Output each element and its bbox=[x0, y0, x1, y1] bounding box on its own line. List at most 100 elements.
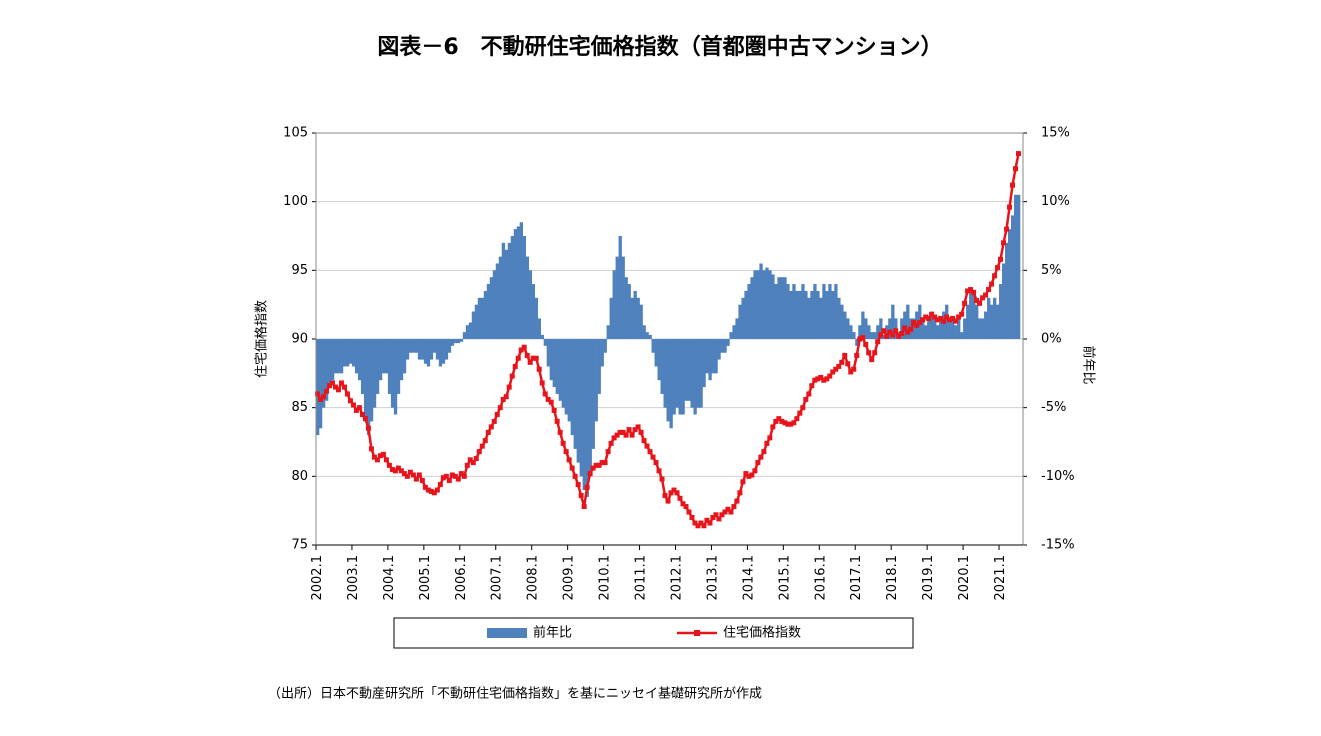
source-note: （出所）日本不動産研究所「不動研住宅価格指数」を基にニッセイ基礎研究所が作成 bbox=[268, 686, 762, 702]
marker bbox=[512, 363, 518, 369]
y2-axis-title: 前年比 bbox=[1081, 345, 1097, 384]
marker bbox=[809, 383, 815, 389]
bar bbox=[585, 339, 589, 497]
marker bbox=[899, 331, 905, 337]
marker bbox=[314, 391, 320, 397]
bar bbox=[726, 339, 730, 346]
marker bbox=[788, 421, 794, 427]
marker bbox=[440, 475, 446, 481]
marker bbox=[998, 256, 1004, 262]
bar bbox=[366, 339, 371, 436]
bar bbox=[753, 270, 757, 339]
bar bbox=[468, 322, 473, 339]
y2-tick-label: 5% bbox=[1041, 263, 1062, 278]
bar bbox=[321, 339, 326, 408]
marker bbox=[785, 421, 791, 427]
marker bbox=[917, 320, 923, 326]
bar bbox=[636, 297, 640, 339]
bar bbox=[891, 304, 895, 339]
bar bbox=[939, 318, 943, 339]
marker bbox=[338, 380, 344, 386]
marker bbox=[491, 418, 497, 424]
marker bbox=[956, 314, 962, 320]
marker bbox=[419, 477, 425, 483]
marker bbox=[323, 388, 329, 394]
marker bbox=[599, 460, 605, 466]
bar bbox=[558, 339, 562, 401]
marker bbox=[362, 416, 368, 422]
marker bbox=[650, 454, 656, 460]
marker bbox=[974, 298, 980, 304]
bar bbox=[807, 297, 811, 339]
y2-tick-label: 10% bbox=[1041, 194, 1070, 209]
marker bbox=[482, 438, 488, 444]
y2-tick-label: -10% bbox=[1041, 469, 1075, 484]
bar bbox=[624, 277, 628, 339]
bar bbox=[348, 339, 353, 364]
marker bbox=[455, 476, 461, 482]
marker bbox=[467, 457, 473, 463]
bar bbox=[570, 339, 574, 436]
marker bbox=[929, 311, 935, 317]
bar bbox=[804, 290, 808, 339]
bar bbox=[453, 339, 458, 344]
bar bbox=[606, 325, 610, 339]
bar bbox=[993, 297, 997, 339]
bar bbox=[996, 304, 1000, 339]
marker bbox=[902, 325, 908, 331]
bar bbox=[336, 339, 341, 374]
marker bbox=[476, 449, 482, 455]
bar bbox=[882, 334, 886, 339]
bar bbox=[699, 339, 703, 408]
marker bbox=[695, 523, 701, 529]
bar bbox=[948, 318, 952, 339]
bar bbox=[963, 318, 967, 339]
legend-marker bbox=[694, 630, 700, 636]
legend-box bbox=[393, 617, 914, 649]
bar bbox=[861, 311, 865, 339]
bar bbox=[363, 339, 368, 422]
marker bbox=[767, 435, 773, 441]
bar bbox=[645, 332, 649, 339]
marker bbox=[914, 322, 920, 328]
bar bbox=[930, 311, 934, 339]
bar bbox=[387, 339, 392, 394]
bar bbox=[486, 284, 491, 339]
marker bbox=[764, 440, 770, 446]
bar bbox=[921, 318, 925, 339]
bar bbox=[945, 304, 949, 339]
marker bbox=[356, 405, 362, 411]
marker bbox=[329, 380, 335, 386]
bar bbox=[678, 339, 682, 415]
marker bbox=[953, 318, 959, 324]
marker bbox=[359, 412, 365, 418]
marker bbox=[938, 315, 944, 321]
bar bbox=[837, 297, 841, 339]
marker bbox=[878, 332, 884, 338]
bar bbox=[654, 339, 658, 367]
bar bbox=[555, 339, 559, 394]
marker bbox=[425, 487, 431, 493]
legend-swatch bbox=[487, 628, 527, 638]
bar bbox=[435, 339, 440, 360]
x-tick-label: 2012.1 bbox=[669, 555, 684, 601]
marker bbox=[821, 377, 827, 383]
marker bbox=[926, 315, 932, 321]
bar bbox=[750, 277, 754, 339]
marker bbox=[725, 506, 731, 512]
bar bbox=[579, 339, 583, 477]
bar bbox=[870, 332, 874, 339]
marker bbox=[875, 339, 881, 345]
marker bbox=[980, 295, 986, 301]
marker bbox=[518, 347, 524, 353]
bar bbox=[960, 332, 964, 339]
bar bbox=[528, 270, 532, 339]
marker bbox=[770, 424, 776, 430]
marker bbox=[542, 391, 548, 397]
bar bbox=[1017, 194, 1021, 339]
bar bbox=[849, 325, 853, 339]
bar bbox=[462, 332, 467, 339]
marker bbox=[830, 369, 836, 375]
y-tick-label: 95 bbox=[291, 263, 308, 278]
marker bbox=[908, 326, 914, 332]
